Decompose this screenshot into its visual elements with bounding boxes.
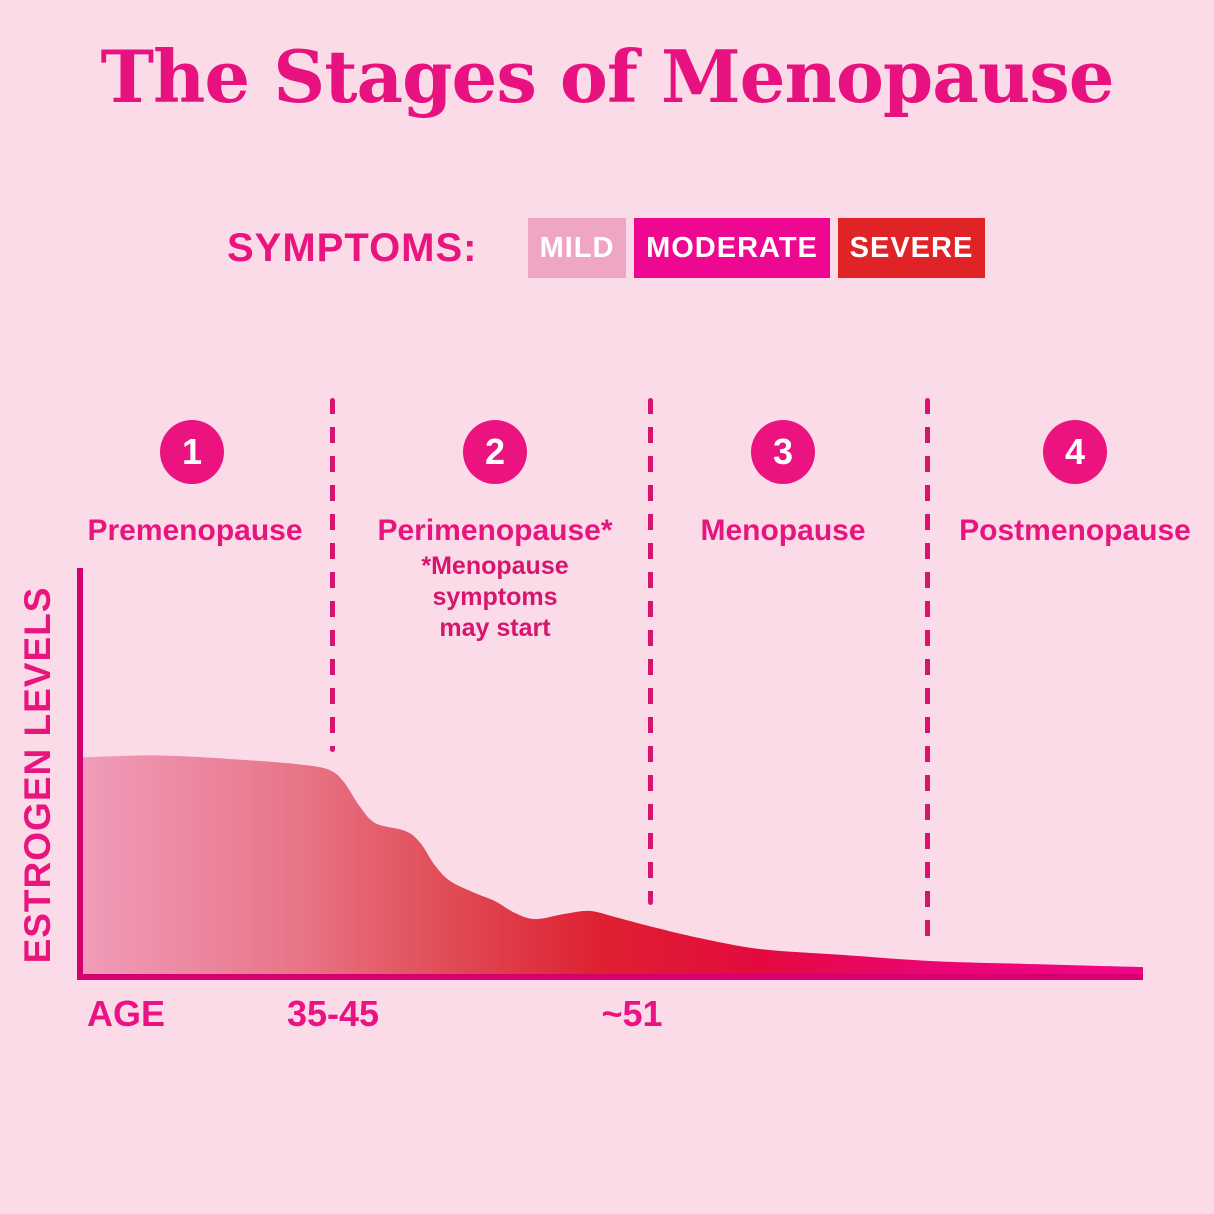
stage-divider-2 <box>648 398 653 905</box>
stage-divider-1 <box>330 398 335 752</box>
stage-3-circle: 3 <box>751 420 815 484</box>
x-axis-label-age: AGE <box>86 993 166 1034</box>
x-axis-label-51: ~51 <box>601 993 663 1034</box>
y-axis-line <box>77 568 83 980</box>
stage-4-circle: 4 <box>1043 420 1107 484</box>
severity-badge-moderate-label: MODERATE <box>646 231 818 264</box>
stage-4-label: Postmenopause <box>959 514 1191 547</box>
symptoms-label: SYMPTOMS: <box>227 225 478 270</box>
stage-divider-3 <box>925 398 930 940</box>
estrogen-curve <box>77 755 1143 980</box>
severity-badge-moderate: MODERATE <box>634 218 830 278</box>
stage-1-label: Premenopause <box>87 514 303 547</box>
severity-badge-mild-label: MILD <box>539 231 615 264</box>
stage-3-label: Menopause <box>700 514 866 547</box>
x-axis-line <box>77 974 1143 980</box>
stage-2-circle: 2 <box>463 420 527 484</box>
y-axis-label: ESTROGEN LEVELS <box>17 586 58 964</box>
stage-2-note-line-1: *Menopause <box>421 552 569 580</box>
stage-4-number: 4 <box>1064 431 1086 472</box>
stage-2-note-line-2: symptoms <box>432 583 558 611</box>
stage-2-label: Perimenopause* <box>377 514 613 547</box>
x-axis-label-35-45: 35-45 <box>286 993 380 1034</box>
stage-2-note-line-3: may start <box>439 614 551 642</box>
stage-2-number: 2 <box>484 431 506 472</box>
severity-badge-mild: MILD <box>528 218 626 278</box>
severity-badge-severe: SEVERE <box>838 218 985 278</box>
stage-3-number: 3 <box>772 431 794 472</box>
stage-1-number: 1 <box>181 431 203 472</box>
page-title: The Stages of Menopause <box>100 34 1114 119</box>
severity-badge-severe-label: SEVERE <box>849 231 974 264</box>
stage-1-circle: 1 <box>160 420 224 484</box>
stage-2-note: *Menopause symptoms may start <box>421 551 568 644</box>
